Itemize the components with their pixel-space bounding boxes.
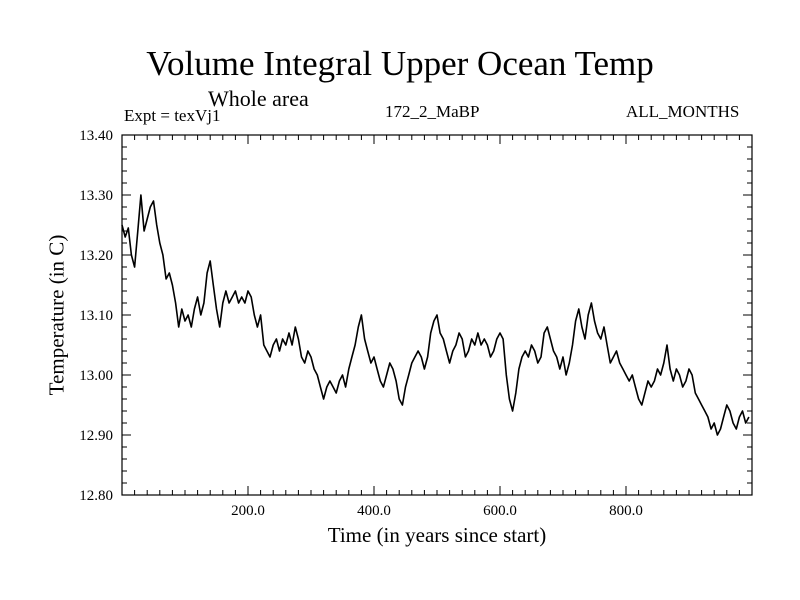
case-label: 172_2_MaBP [385,102,480,121]
y-tick-label: 12.90 [79,428,113,444]
x-axis-label: Time (in years since start) [327,523,547,547]
experiment-label: Expt = texVj1 [124,106,221,125]
y-tick-label: 12.80 [79,488,113,504]
y-tick-label: 13.00 [79,368,113,384]
x-tick-label: 200.0 [231,503,265,519]
period-label: ALL_MONTHS [626,102,740,121]
y-tick-label: 13.40 [79,128,113,144]
y-tick-label: 13.30 [79,188,113,204]
chart-subtitle: Whole area [208,86,309,111]
y-axis-label: Temperature (in C) [44,234,69,396]
chart-title: Volume Integral Upper Ocean Temp [146,44,654,83]
x-tick-label: 600.0 [483,503,517,519]
x-tick-labels: 200.0 400.0 600.0 800.0 [231,503,643,519]
x-tick-label: 800.0 [609,503,643,519]
x-tick-label: 400.0 [357,503,391,519]
temperature-series-line [121,194,750,436]
y-tick-label: 13.10 [79,308,113,324]
axis-ticks [122,135,752,495]
y-tick-labels: 12.80 12.90 13.00 13.10 13.20 13.30 13.40 [79,128,113,504]
y-tick-label: 13.20 [79,248,113,264]
